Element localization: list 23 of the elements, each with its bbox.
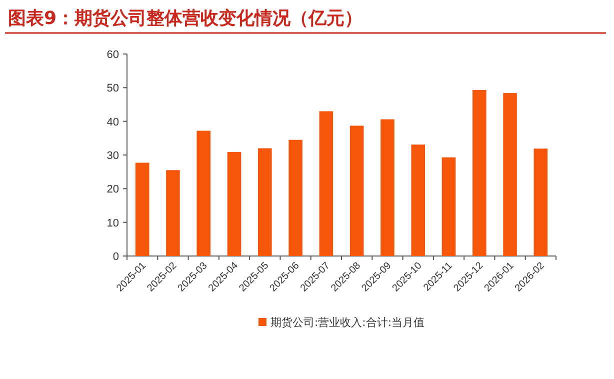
bar <box>258 148 272 256</box>
y-tick-label: 30 <box>106 150 119 162</box>
legend-label: 期货公司:营业收入:合计:当月值 <box>270 316 425 329</box>
bar <box>380 119 394 256</box>
chart-title: 图表9：期货公司整体营收变化情况（亿元） <box>8 8 363 29</box>
bar <box>411 144 425 256</box>
bar <box>135 162 150 256</box>
bar <box>196 130 210 256</box>
bar <box>350 126 364 256</box>
bar <box>166 170 180 256</box>
bar <box>319 111 334 256</box>
y-tick-label: 20 <box>106 184 119 196</box>
bar <box>534 148 548 256</box>
bar <box>503 93 517 256</box>
bar <box>442 157 456 256</box>
y-tick-label: 10 <box>106 217 119 230</box>
y-tick-label: 50 <box>106 82 119 95</box>
y-tick-label: 40 <box>106 116 119 128</box>
y-tick-label: 60 <box>106 49 119 61</box>
bar <box>288 140 302 256</box>
y-tick-label: 0 <box>112 251 119 263</box>
bar <box>227 152 242 256</box>
bar <box>472 90 486 256</box>
